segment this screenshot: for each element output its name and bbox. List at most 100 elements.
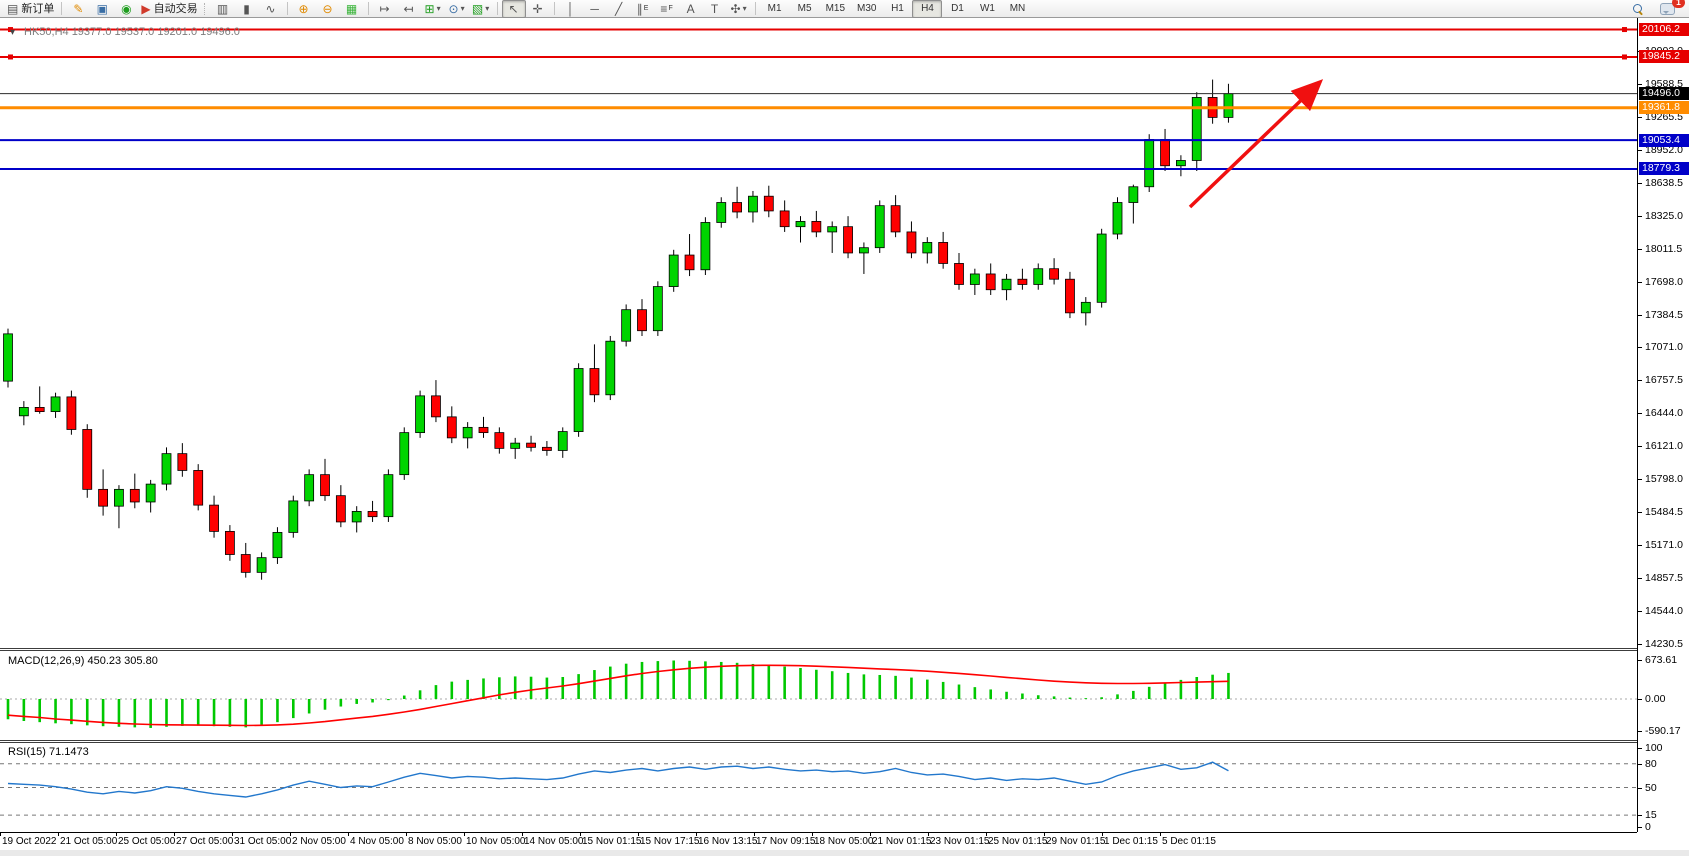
- price-tick-label: 14544.0: [1645, 604, 1683, 617]
- arrows-tool-button[interactable]: ✣ ▾: [727, 0, 751, 18]
- axis-tick-mark: [1638, 578, 1642, 580]
- trend-arrow[interactable]: [1188, 79, 1324, 209]
- market-watch-button[interactable]: ▣: [90, 0, 114, 18]
- candle-bull: [272, 532, 283, 559]
- candle-bull: [605, 340, 616, 396]
- rsi-axis-label: 100: [1645, 742, 1663, 754]
- timeframe-button-m30[interactable]: M30: [857, 2, 877, 14]
- candle-bear: [34, 407, 45, 413]
- chat-icon: [1659, 2, 1675, 15]
- vertical-line-icon: │: [566, 1, 575, 16]
- price-tick-label: 14857.5: [1645, 572, 1683, 585]
- candle-bear: [209, 504, 219, 532]
- indicators-button[interactable]: ⊞ ▾: [421, 0, 445, 18]
- time-axis-label: 23 Nov 01:15: [930, 836, 990, 847]
- axis-tick-mark: [1638, 248, 1642, 250]
- axis-tick-mark: [1638, 787, 1642, 789]
- rsi-panel[interactable]: RSI(15) 71.1473: [0, 744, 1637, 831]
- bar-chart-icon: ▥: [216, 1, 229, 16]
- panel-resize-separator[interactable]: [0, 648, 1637, 651]
- macd-panel[interactable]: MACD(12,26,9) 450.23 305.80: [0, 652, 1637, 740]
- candle-bear: [320, 474, 330, 497]
- templates-button[interactable]: ▧ ▾: [469, 0, 493, 18]
- timeframe-button-m15[interactable]: M15: [825, 2, 846, 14]
- pencil-icon: ✎: [73, 1, 84, 16]
- candle-bear: [732, 202, 742, 213]
- chart-shift-button[interactable]: ↤: [397, 0, 421, 18]
- signals-button[interactable]: ◉: [114, 0, 138, 18]
- timeframe-button-m5[interactable]: M5: [797, 2, 812, 14]
- timeframe-button-mn[interactable]: MN: [1009, 2, 1026, 14]
- candle-bull: [700, 222, 711, 271]
- time-tick-mark: [928, 833, 929, 836]
- notifications-button[interactable]: 1: [1655, 0, 1685, 18]
- indicators-icon: ⊞: [424, 1, 435, 16]
- crosshair-button[interactable]: ✛: [526, 0, 550, 18]
- price-badge: 19053.4: [1639, 133, 1689, 147]
- time-axis-label: 10 Nov 05:00: [466, 836, 526, 847]
- text-tool-button[interactable]: A: [679, 0, 703, 18]
- search-button[interactable]: [1625, 0, 1649, 18]
- axis-tick-mark: [1638, 83, 1642, 85]
- auto-trading-button[interactable]: ▶ 自动交易: [138, 0, 200, 18]
- bar-chart-button[interactable]: ▥: [211, 0, 235, 18]
- candle-bear: [763, 195, 774, 212]
- auto-scroll-button[interactable]: ↦: [373, 0, 397, 18]
- time-axis-label: 16 Nov 13:15: [698, 836, 758, 847]
- new-order-icon: ▤: [7, 1, 19, 16]
- axis-tick-mark: [1638, 731, 1642, 732]
- timeframe-button-d1[interactable]: D1: [951, 2, 964, 14]
- time-axis-label: 17 Nov 09:15: [756, 836, 816, 847]
- fibonacci-button[interactable]: ≡ F: [655, 0, 679, 18]
- periods-button[interactable]: ⊙ ▾: [445, 0, 469, 18]
- candle-bull: [351, 511, 362, 523]
- vertical-line-button[interactable]: │: [559, 0, 583, 18]
- panel-resize-separator[interactable]: [0, 740, 1637, 743]
- trendline-icon: ╱: [614, 1, 623, 16]
- candle-bull: [1128, 186, 1139, 203]
- axis-tick-mark: [1638, 660, 1642, 661]
- axis-tick-mark: [1638, 815, 1642, 817]
- line-chart-button[interactable]: ∿: [259, 0, 283, 18]
- time-axis-label: 25 Nov 01:15: [988, 836, 1048, 847]
- price-axis[interactable]: 19902.019588.519265.518952.018638.518325…: [1637, 18, 1689, 833]
- axis-tick-mark: [1638, 413, 1642, 415]
- candle-bear: [494, 432, 505, 449]
- toolbar: ▤ 新订单 ✎ ▣ ◉ ▶ 自动交易 ▥ ▮ ∿ ⊕ ⊖ ▦ ↦ ↤ ⊞ ▾ ⊙…: [0, 0, 1689, 18]
- price-badge: 19496.0: [1639, 87, 1689, 101]
- zoom-in-button[interactable]: ⊕: [292, 0, 316, 18]
- time-axis[interactable]: 19 Oct 2022 21 Oct 05:00 25 Oct 05:00 27 Oc…: [0, 832, 1637, 851]
- candle-bull: [668, 254, 679, 287]
- trendline-button[interactable]: ╱: [607, 0, 631, 18]
- time-tick-mark: [174, 833, 175, 836]
- tile-windows-button[interactable]: ▦: [340, 0, 364, 18]
- cursor-button[interactable]: ↖: [501, 0, 526, 18]
- candle-bull: [256, 557, 267, 573]
- chart-title-ohlc: HK50,H4 19377.0 19537.0 19201.0 19496.0: [24, 26, 240, 38]
- timeframe-button-m1[interactable]: M1: [767, 2, 782, 14]
- new-order-button[interactable]: ▤ 新订单: [4, 0, 57, 18]
- rsi-axis-label: 50: [1645, 781, 1657, 794]
- main-price-chart[interactable]: ▾ HK50,H4 19377.0 19537.0 19201.0 19496.0: [0, 18, 1637, 648]
- price-tick-label: 15484.5: [1645, 506, 1683, 519]
- horizontal-line-button[interactable]: ─: [583, 0, 607, 18]
- candle-bull: [716, 202, 727, 223]
- zoom-out-button[interactable]: ⊖: [316, 0, 340, 18]
- candle-bear: [542, 446, 552, 451]
- timeframe-button-h1[interactable]: H1: [891, 2, 904, 14]
- candle-chart-button[interactable]: ▮: [235, 0, 259, 18]
- clock-icon: ⊙: [448, 1, 459, 16]
- text-label-button[interactable]: T: [703, 0, 727, 18]
- candle-bear: [129, 488, 140, 503]
- toolbar-grip: [203, 2, 208, 15]
- axis-tick-mark: [1638, 699, 1642, 700]
- pencil-button[interactable]: ✎: [66, 0, 90, 18]
- timeframe-button-h4[interactable]: H4: [912, 0, 943, 18]
- timeframe-button-w1[interactable]: W1: [979, 2, 995, 14]
- time-tick-mark: [290, 833, 291, 836]
- candle-bull: [621, 309, 632, 342]
- chevron-down-icon: ▾: [460, 3, 465, 13]
- equidistant-channel-button[interactable]: ∥ E: [631, 0, 655, 18]
- axis-tick-mark: [1638, 149, 1642, 151]
- auto-trading-icon: ▶: [141, 1, 151, 16]
